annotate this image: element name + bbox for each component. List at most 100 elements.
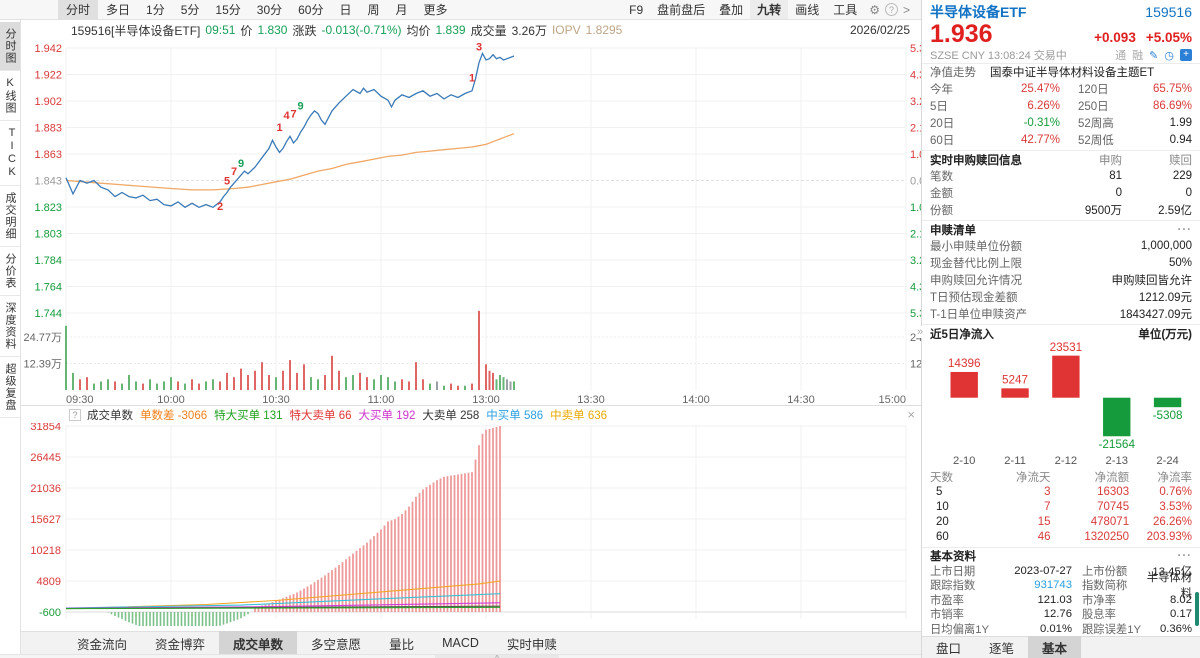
sub-list-title: 申赎清单 — [930, 224, 976, 237]
index-code-link[interactable]: 931743 — [1034, 579, 1072, 592]
more-icon[interactable]: ··· — [1177, 550, 1192, 562]
period-tab-60分[interactable]: 60分 — [298, 3, 324, 17]
svg-text:1.922: 1.922 — [34, 70, 62, 82]
svg-text:14396: 14396 — [948, 357, 981, 370]
sidebar-item-成交明细[interactable]: 成交明细 — [0, 186, 20, 247]
quote-panel: » 半导体设备ETF 159516 1.936 +0.093 +5.05% SZ… — [917, 0, 1200, 658]
indicator-tab-资金博弈[interactable]: 资金博弈 — [155, 637, 206, 652]
tool-F9[interactable]: F9 — [629, 2, 644, 17]
period-tab-更多[interactable]: 更多 — [423, 3, 448, 17]
gear-icon[interactable]: ⚙ — [869, 2, 880, 17]
sidebar-item-深度资料[interactable]: 深度资料 — [0, 296, 20, 357]
chart-tools: F9 盘前盘后 叠加 九转 画线 工具 ⚙? > — [622, 0, 921, 19]
indicator-tab-资金流向[interactable]: 资金流向 — [77, 637, 128, 652]
avg-value: 1.839 — [435, 23, 466, 37]
quote-tab-基本[interactable]: 基本 — [1028, 636, 1082, 658]
legend-特大卖单: 特大卖单 66 — [289, 409, 352, 422]
tool-画线[interactable]: 画线 — [795, 3, 820, 17]
perf-value: 1.99 — [1169, 116, 1192, 129]
period-tab-日[interactable]: 日 — [339, 3, 352, 17]
svg-text:1.902: 1.902 — [34, 96, 62, 108]
legend-大卖单: 大卖单 258 — [422, 409, 480, 422]
period-tab-多日[interactable]: 多日 — [106, 3, 131, 17]
sidebar-item-超级复盘[interactable]: 超级复盘 — [0, 357, 20, 418]
indicator-tab-实时申赎[interactable]: 实时申赎 — [506, 637, 557, 652]
period-tab-30分[interactable]: 30分 — [256, 3, 283, 17]
sub-list-value: 1212.09元 — [1138, 291, 1192, 304]
legend-中卖单: 中卖单 636 — [550, 409, 608, 422]
tool-盘前盘后[interactable]: 盘前盘后 — [657, 3, 706, 17]
legend-中买单: 中买单 586 — [486, 409, 544, 422]
svg-text:4: 4 — [283, 110, 290, 122]
quote-tab-逐笔[interactable]: 逐笔 — [989, 642, 1015, 656]
last-price: 1.936 — [930, 20, 993, 48]
more-arrow-icon[interactable]: > — [902, 2, 910, 17]
indicator-tab-MACD[interactable]: MACD — [442, 636, 479, 650]
panel-handle[interactable]: ^ — [435, 655, 559, 658]
exchange-status: SZSE CNY 13:08:24 交易中 — [930, 50, 1067, 63]
period-tab-1分[interactable]: 1分 — [146, 3, 165, 17]
flow-header-cell: 天数 — [930, 471, 953, 484]
flow-cell: 203.93% — [1146, 531, 1192, 543]
basic-label: 跟踪误差1Y — [1082, 623, 1142, 636]
period-tab-周[interactable]: 周 — [367, 3, 380, 17]
svg-text:1.803: 1.803 — [34, 229, 62, 241]
sidebar-item-TICK[interactable]: TICK — [0, 121, 20, 186]
indicator-tab-成交单数[interactable]: 成交单数 — [219, 630, 298, 656]
collapse-panel-icon[interactable]: » — [917, 326, 924, 338]
perf-value: -0.31% — [1023, 116, 1060, 129]
svg-text:2-24: 2-24 — [1156, 456, 1179, 468]
rt-redeem-value: 2.59亿 — [1158, 204, 1192, 217]
order-count-chart[interactable]: 31854 26445 21036 15627 10218 4809 -600 — [21, 421, 921, 634]
flow-cell: 7 — [1044, 501, 1051, 513]
rt-subscribe-value: 81 — [1109, 169, 1122, 182]
basic-row: 日均偏离1Y 0.01% 跟踪误差1Y 0.36% — [930, 622, 1192, 637]
help-circle-icon[interactable]: ? — [884, 3, 898, 16]
edit-icon[interactable]: ✎ — [1149, 49, 1159, 62]
flow-cell: 15 — [1037, 516, 1051, 528]
svg-text:1.07%: 1.07% — [910, 149, 921, 161]
svg-text:4809: 4809 — [37, 576, 61, 588]
perf-value: 65.75% — [1152, 82, 1192, 95]
price-change-pct: +5.05% — [1145, 30, 1192, 45]
chart-info-bar: 159516[半导体设备ETF] 09:51 价 1.830 涨跌 -0.013… — [21, 20, 921, 40]
basic-value: 121.03 — [1037, 593, 1072, 606]
stock-name[interactable]: 半导体设备ETF — [930, 4, 1027, 20]
svg-text:1.784: 1.784 — [34, 255, 62, 267]
tool-叠加[interactable]: 叠加 — [719, 3, 744, 17]
svg-text:-5308: -5308 — [1153, 409, 1183, 422]
sidebar-item-K线图[interactable]: K线图 — [0, 71, 20, 121]
tool-工具[interactable]: 工具 — [833, 3, 858, 17]
basic-value: 半导体材料 — [1146, 572, 1192, 601]
svg-text:9: 9 — [297, 101, 303, 113]
close-icon[interactable]: × — [907, 407, 915, 422]
rt-label: 金额 — [930, 187, 953, 200]
basic-value: 13.45亿 — [1152, 565, 1192, 578]
nav-trend-label[interactable]: 净值走势 — [930, 67, 976, 80]
svg-text:2.15%: 2.15% — [910, 229, 921, 241]
help-icon[interactable]: ? — [69, 408, 81, 421]
tool-九转[interactable]: 九转 — [750, 0, 789, 19]
period-tab-15分[interactable]: 15分 — [215, 3, 241, 17]
sidebar-item-分价表[interactable]: 分价表 — [0, 247, 20, 296]
period-tab-5分[interactable]: 5分 — [180, 3, 200, 17]
indicator-tab-多空意愿[interactable]: 多空意愿 — [311, 637, 362, 652]
alert-icon[interactable]: ◷ — [1164, 49, 1174, 62]
scrollbar-thumb[interactable] — [1195, 592, 1199, 626]
sidebar-item-分时图[interactable]: 分时图 — [0, 22, 20, 71]
basic-value: 0.36% — [1159, 622, 1192, 635]
svg-text:12.39万: 12.39万 — [910, 359, 921, 371]
svg-text:13:30: 13:30 — [577, 394, 605, 405]
period-tab-月[interactable]: 月 — [395, 3, 408, 17]
flow-cell: 60 — [936, 531, 949, 543]
period-tab-分时[interactable]: 分时 — [58, 0, 99, 19]
add-icon[interactable]: + — [1180, 49, 1192, 62]
bottom-strip: ^ — [0, 654, 921, 658]
quote-tab-盘口[interactable]: 盘口 — [936, 642, 962, 656]
indicator-tab-量比[interactable]: 量比 — [389, 637, 415, 652]
more-icon[interactable]: ··· — [1177, 223, 1192, 236]
intraday-chart[interactable]: 1.942 5.37% 1.922 4.30% 1.902 3.22% 1.883 2.15%… — [21, 40, 921, 405]
perf-label: 52周高 — [1078, 117, 1114, 130]
legend-成交单数: 成交单数 — [87, 409, 133, 422]
